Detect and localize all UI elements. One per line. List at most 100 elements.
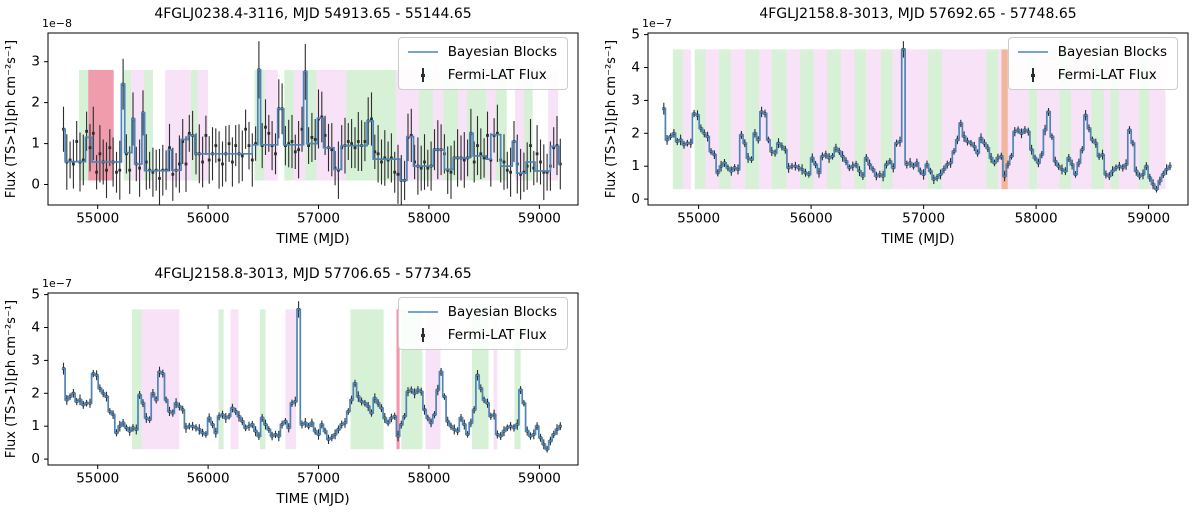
flux-point — [227, 142, 231, 145]
y-tick-label: 4 — [631, 60, 640, 76]
flux-point — [274, 152, 277, 156]
highlight-band-green — [260, 309, 266, 450]
y-tick-label: 0 — [31, 451, 40, 467]
chart-area: 55000 56000 57000 58000 59000 0 1 2 3 4 51e−7 — [31, 277, 579, 487]
highlight-band-green — [1139, 49, 1150, 190]
x-tick-label: 57000 — [297, 211, 340, 227]
flux-point — [171, 172, 175, 176]
legend-item-bayesian-blocks: Bayesian Blocks — [1017, 44, 1167, 60]
highlight-band-green — [854, 49, 867, 190]
flux-point — [95, 170, 98, 174]
flux-point — [489, 158, 493, 162]
flux-point — [353, 146, 357, 150]
flux-point — [144, 160, 148, 164]
plot-title: 4FGLJ2158.8-3013, MJD 57706.65 - 57734.6… — [154, 266, 472, 282]
plot-title: 4FGLJ2158.8-3013, MJD 57692.65 - 57748.6… — [759, 6, 1077, 22]
flux-point — [287, 142, 291, 145]
bayesian-blocks-line — [63, 69, 561, 182]
chart-area: 55000 56000 57000 58000 59000 0 1 2 3 1e−8 — [31, 17, 579, 227]
plot-data-layer — [62, 41, 562, 205]
flux-point — [310, 136, 314, 139]
y-tick-label: 5 — [631, 27, 640, 43]
flux-point — [234, 144, 238, 147]
x-tick-label: 57000 — [902, 211, 945, 227]
errorbar-sample-icon — [1018, 67, 1048, 83]
flux-point — [529, 144, 532, 147]
highlight-band-pink — [293, 69, 306, 181]
flux-point — [125, 152, 128, 156]
highlight-band-pink — [141, 309, 180, 450]
bayesian-blocks-line — [61, 308, 562, 451]
flux-point — [138, 166, 141, 170]
highlight-band-pink — [486, 69, 496, 181]
x-tick-label: 59000 — [518, 211, 561, 227]
flux-point — [542, 170, 546, 174]
flux-point — [476, 144, 479, 147]
subplot-4fglj2158-3013-full: 4FGLJ2158.8-3013, MJD 57692.65 - 57748.6… — [600, 0, 1200, 260]
flux-point — [168, 146, 171, 150]
highlight-band-green — [672, 49, 683, 190]
highlight-band-pink — [997, 49, 1002, 190]
flux-point — [181, 140, 185, 143]
y-tick-label: 0 — [31, 177, 40, 193]
flux-point — [221, 162, 224, 166]
bayesian-blocks-line — [662, 48, 1172, 191]
highlight-band-pink — [230, 309, 239, 450]
flux-point — [300, 127, 304, 131]
axis-offset-text: 1e−8 — [42, 17, 72, 30]
flux-point — [98, 152, 102, 156]
flux-point — [68, 158, 72, 162]
flux-point — [396, 172, 400, 176]
flux-point — [264, 125, 267, 129]
flux-point — [426, 166, 430, 170]
flux-point — [346, 140, 350, 143]
flux-point — [522, 170, 526, 174]
flux-point — [413, 160, 416, 164]
highlight-band-pink — [941, 49, 986, 190]
flux-point — [479, 152, 483, 156]
highlight-band-green — [771, 49, 787, 190]
y-tick-label: 5 — [31, 287, 40, 303]
flux-point — [250, 158, 254, 162]
highlight-band-green — [718, 49, 731, 190]
x-tick-label: 59000 — [1127, 211, 1170, 227]
flux-point — [373, 150, 377, 154]
flux-point — [552, 146, 556, 150]
flux-point — [207, 158, 211, 162]
flux-point — [383, 156, 387, 160]
highlight-band-green — [191, 69, 198, 181]
flux-point — [85, 129, 88, 133]
x-axis-label: TIME (MJD) — [276, 491, 350, 507]
legend: Bayesian Blocks Fermi-LAT Flux — [397, 297, 568, 350]
x-axis-label: TIME (MJD) — [276, 231, 350, 247]
flux-point — [370, 117, 373, 121]
flux-point — [449, 170, 453, 174]
highlight-band-green — [495, 69, 507, 181]
flux-point — [187, 131, 191, 135]
flux-point — [330, 148, 334, 152]
legend-item-fermi-lat-flux: Fermi-LAT Flux — [408, 67, 557, 83]
highlight-band-green — [254, 69, 265, 181]
axes-frame — [47, 292, 579, 466]
highlight-band-pink — [285, 309, 296, 450]
highlight-band-green — [350, 309, 384, 450]
legend-label: Bayesian Blocks — [447, 304, 557, 320]
highlight-band-green — [799, 49, 814, 190]
flux-point — [72, 162, 75, 166]
x-tick-label: 56000 — [790, 211, 833, 227]
flux-point — [419, 166, 423, 170]
flux-point — [75, 140, 79, 143]
highlight-band-pink — [730, 49, 746, 190]
flux-point — [519, 172, 522, 176]
legend-item-bayesian-blocks: Bayesian Blocks — [407, 304, 557, 320]
highlight-band-pink — [515, 69, 525, 181]
legend-item-fermi-lat-flux: Fermi-LAT Flux — [408, 327, 557, 343]
flux-point — [247, 144, 251, 147]
flux-point — [423, 160, 426, 164]
highlight-band-green — [144, 69, 153, 181]
x-tick-label: 55000 — [76, 211, 119, 227]
highlight-band-green — [745, 49, 759, 190]
plot-title: 4FGLJ0238.4-3116, MJD 54913.65 - 55144.6… — [154, 6, 472, 22]
highlight-band-green — [827, 49, 841, 190]
